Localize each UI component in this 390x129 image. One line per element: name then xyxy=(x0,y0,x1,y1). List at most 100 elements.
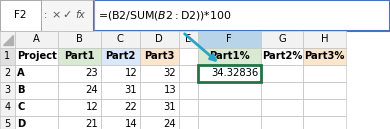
Bar xyxy=(101,82,140,99)
Bar xyxy=(303,116,346,129)
Text: Part2%: Part2% xyxy=(262,51,302,61)
Text: :: : xyxy=(44,10,47,20)
Bar xyxy=(303,65,346,82)
Bar xyxy=(198,65,261,82)
Bar xyxy=(261,31,303,48)
Text: =(B2/SUM($B2:$D2))*100: =(B2/SUM($B2:$D2))*100 xyxy=(98,9,232,22)
Bar xyxy=(0,48,15,65)
Bar xyxy=(101,48,140,65)
Bar xyxy=(179,116,198,129)
Text: 21: 21 xyxy=(85,119,98,129)
Bar xyxy=(101,99,140,116)
Text: 13: 13 xyxy=(164,85,176,95)
Text: 14: 14 xyxy=(125,119,137,129)
Text: Part3: Part3 xyxy=(144,51,174,61)
Text: 24: 24 xyxy=(164,119,176,129)
Bar xyxy=(303,99,346,116)
Text: G: G xyxy=(278,34,286,44)
Text: F: F xyxy=(227,34,232,44)
Bar xyxy=(0,0,41,31)
Text: 32: 32 xyxy=(164,68,176,78)
Text: fx: fx xyxy=(75,10,85,20)
Bar xyxy=(261,99,303,116)
Bar xyxy=(101,116,140,129)
Text: 31: 31 xyxy=(164,102,176,112)
Text: 5: 5 xyxy=(4,119,11,129)
Bar xyxy=(179,31,198,48)
Bar xyxy=(58,65,101,82)
Text: Part3%: Part3% xyxy=(305,51,345,61)
Text: F2: F2 xyxy=(14,10,27,20)
Bar xyxy=(198,48,261,65)
Bar xyxy=(58,48,101,65)
Bar xyxy=(179,82,198,99)
Text: 34.32836: 34.32836 xyxy=(211,68,258,78)
Bar xyxy=(0,65,15,82)
Bar xyxy=(0,31,15,48)
Bar xyxy=(261,82,303,99)
Text: B: B xyxy=(17,85,25,95)
Text: Part1%: Part1% xyxy=(209,51,250,61)
Bar xyxy=(198,65,261,82)
Bar xyxy=(259,81,262,82)
Bar xyxy=(0,99,15,116)
Text: H: H xyxy=(321,34,329,44)
Text: Part2: Part2 xyxy=(105,51,135,61)
Bar xyxy=(140,65,179,82)
Bar xyxy=(0,116,15,129)
Bar xyxy=(261,48,303,65)
Bar xyxy=(198,82,261,99)
Text: Part1: Part1 xyxy=(64,51,94,61)
Text: 23: 23 xyxy=(86,68,98,78)
Bar xyxy=(140,31,179,48)
Bar xyxy=(303,48,346,65)
Bar xyxy=(198,31,261,48)
Bar xyxy=(15,31,58,48)
Text: D: D xyxy=(155,34,163,44)
Polygon shape xyxy=(3,35,12,45)
Bar xyxy=(41,0,94,31)
Bar xyxy=(58,31,101,48)
Text: 22: 22 xyxy=(124,102,137,112)
Text: C: C xyxy=(17,102,25,112)
Text: 12: 12 xyxy=(85,102,98,112)
Bar xyxy=(303,31,346,48)
Text: ×: × xyxy=(52,10,61,20)
Bar xyxy=(101,31,140,48)
Bar xyxy=(58,116,101,129)
Bar xyxy=(261,65,303,82)
Bar xyxy=(261,116,303,129)
Text: B: B xyxy=(76,34,83,44)
Bar xyxy=(15,99,58,116)
Bar xyxy=(58,99,101,116)
Text: C: C xyxy=(117,34,124,44)
Text: ✓: ✓ xyxy=(63,10,72,20)
Bar xyxy=(140,48,179,65)
Bar xyxy=(303,82,346,99)
Bar xyxy=(0,82,15,99)
Text: 2: 2 xyxy=(4,68,11,78)
Bar xyxy=(94,0,390,31)
Bar xyxy=(179,65,198,82)
Text: E: E xyxy=(185,34,191,44)
Bar xyxy=(179,99,198,116)
Bar xyxy=(140,116,179,129)
Bar xyxy=(58,82,101,99)
Bar xyxy=(101,65,140,82)
Text: 3: 3 xyxy=(4,85,11,95)
Text: D: D xyxy=(17,119,25,129)
Text: A: A xyxy=(33,34,40,44)
Text: 1: 1 xyxy=(4,51,11,61)
Text: 4: 4 xyxy=(4,102,11,112)
Bar xyxy=(15,116,58,129)
Text: A: A xyxy=(17,68,25,78)
Bar xyxy=(15,48,58,65)
Bar xyxy=(140,99,179,116)
Text: 31: 31 xyxy=(125,85,137,95)
Text: 24: 24 xyxy=(86,85,98,95)
Bar xyxy=(198,116,261,129)
Text: Project: Project xyxy=(17,51,57,61)
Bar xyxy=(15,82,58,99)
Bar xyxy=(179,48,198,65)
Bar xyxy=(198,99,261,116)
